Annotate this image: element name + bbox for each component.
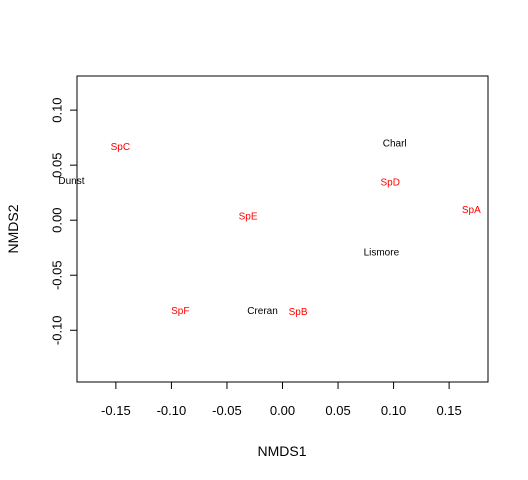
- x-tick-label: -0.05: [212, 403, 242, 418]
- point-label-spf: SpF: [171, 306, 189, 317]
- y-tick-label: 0.00: [50, 208, 65, 233]
- y-tick-label: -0.10: [50, 315, 65, 345]
- y-axis-title: NMDS2: [5, 204, 21, 253]
- x-tick-label: -0.10: [157, 403, 187, 418]
- point-label-charl: Charl: [383, 139, 407, 150]
- y-tick-label: -0.05: [50, 260, 65, 290]
- plot-frame: [76, 75, 489, 383]
- y-axis: -0.10 -0.05 0.00 0.05 0.10: [50, 97, 78, 345]
- x-tick-label: -0.15: [101, 403, 131, 418]
- x-tick-label: 0.00: [270, 403, 295, 418]
- x-tick-label: 0.10: [381, 403, 406, 418]
- point-label-lismore: Lismore: [364, 248, 400, 259]
- y-tick-label: 0.10: [50, 97, 65, 122]
- x-axis: -0.15 -0.10 -0.05 0.00 0.05 0.10 0.15: [101, 381, 462, 418]
- x-axis-title: NMDS1: [257, 443, 306, 459]
- point-label-spd: SpD: [381, 177, 400, 188]
- point-label-dunst: Dunst: [58, 176, 84, 187]
- point-label-creran: Creran: [247, 306, 278, 317]
- point-label-spb: SpB: [289, 307, 308, 318]
- point-labels: Dunst Charl Lismore Creran SpC SpD SpA SpE SpF Sp…: [58, 139, 481, 318]
- x-tick-label: 0.05: [325, 403, 350, 418]
- point-label-spa: SpA: [462, 205, 481, 216]
- y-tick-label: 0.05: [50, 153, 65, 178]
- x-tick-label: 0.15: [436, 403, 461, 418]
- point-label-spc: SpC: [111, 142, 130, 153]
- point-label-spe: SpE: [239, 211, 258, 222]
